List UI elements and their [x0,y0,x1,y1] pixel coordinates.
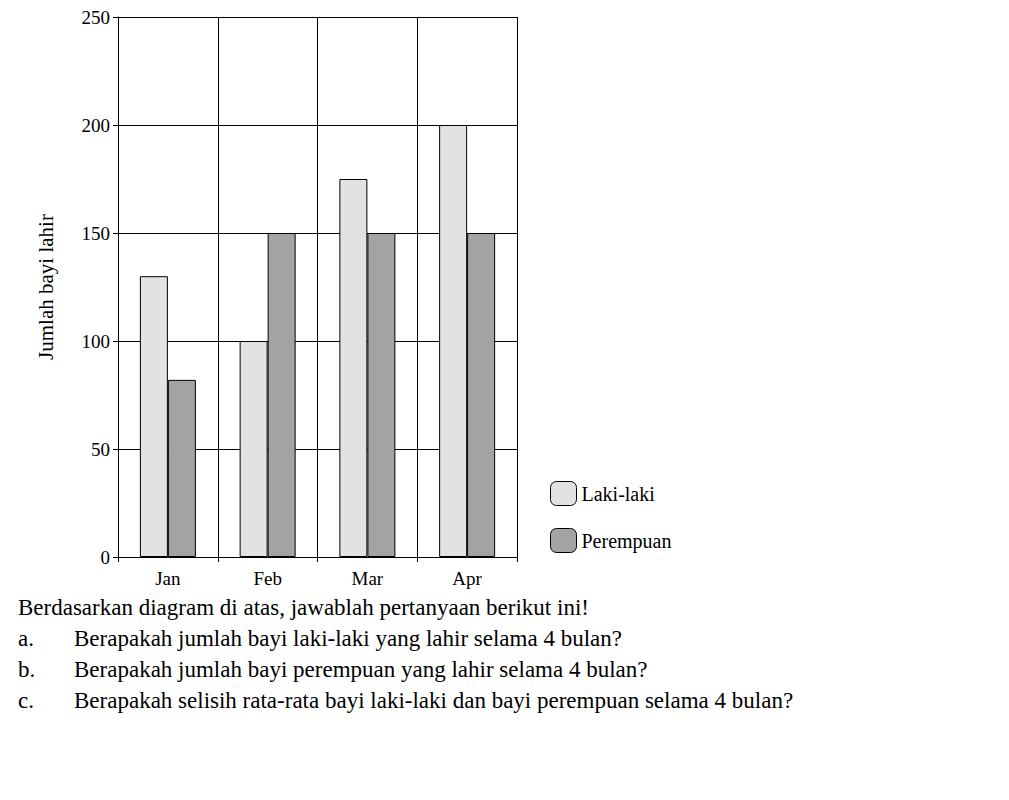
svg-text:100: 100 [82,331,111,352]
svg-text:250: 250 [82,7,111,28]
svg-text:150: 150 [82,223,111,244]
svg-text:200: 200 [82,115,111,136]
html-text:Berapakah jumlah bayi perempua: Berapakah jumlah bayi perempuan yang lah… [74,657,648,682]
html-text:Berdasarkan diagram di atas, j: Berdasarkan diagram di atas, jawablah pe… [18,595,589,620]
svg-text:Perempuan: Perempuan [582,530,672,553]
html-text:Berapakah jumlah bayi laki-lak: Berapakah jumlah bayi laki-laki yang lah… [74,626,622,651]
html-text:c.: c. [18,688,34,713]
html-text:a.: a. [18,626,34,651]
html-text:b.: b. [18,657,36,682]
html-text:Berapakah selisih rata-rata ba: Berapakah selisih rata-rata bayi laki-la… [74,688,794,713]
svg-text:Mar: Mar [352,568,384,589]
svg-text:Feb: Feb [253,568,282,589]
svg-text:Apr: Apr [452,568,482,589]
svg-text:Jumlah bayi lahir: Jumlah bayi lahir [34,214,58,360]
svg-text:50: 50 [91,439,110,460]
svg-text:0: 0 [101,547,111,568]
svg-text:Laki-laki: Laki-laki [582,483,656,505]
svg-text:Jan: Jan [155,568,181,589]
